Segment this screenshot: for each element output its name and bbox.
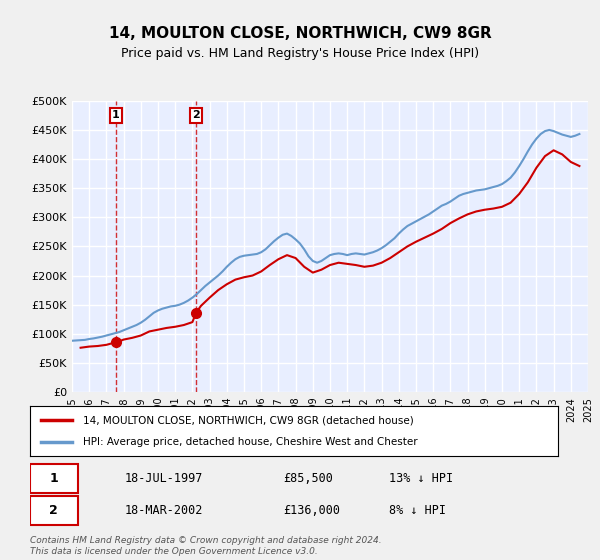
Text: 8% ↓ HPI: 8% ↓ HPI <box>389 505 446 517</box>
Text: 13% ↓ HPI: 13% ↓ HPI <box>389 472 453 484</box>
Text: Price paid vs. HM Land Registry's House Price Index (HPI): Price paid vs. HM Land Registry's House … <box>121 46 479 60</box>
FancyBboxPatch shape <box>30 496 77 525</box>
Text: 1: 1 <box>112 110 119 120</box>
Text: £85,500: £85,500 <box>283 472 334 484</box>
Text: 18-JUL-1997: 18-JUL-1997 <box>125 472 203 484</box>
Text: 1: 1 <box>49 472 58 484</box>
Text: £136,000: £136,000 <box>283 505 340 517</box>
Text: 2: 2 <box>192 110 200 120</box>
FancyBboxPatch shape <box>30 464 77 493</box>
Text: 14, MOULTON CLOSE, NORTHWICH, CW9 8GR (detached house): 14, MOULTON CLOSE, NORTHWICH, CW9 8GR (d… <box>83 415 413 425</box>
Text: 2: 2 <box>49 505 58 517</box>
Text: Contains HM Land Registry data © Crown copyright and database right 2024.
This d: Contains HM Land Registry data © Crown c… <box>30 536 382 556</box>
Text: HPI: Average price, detached house, Cheshire West and Chester: HPI: Average price, detached house, Ches… <box>83 437 418 447</box>
Text: 14, MOULTON CLOSE, NORTHWICH, CW9 8GR: 14, MOULTON CLOSE, NORTHWICH, CW9 8GR <box>109 26 491 41</box>
Text: 18-MAR-2002: 18-MAR-2002 <box>125 505 203 517</box>
